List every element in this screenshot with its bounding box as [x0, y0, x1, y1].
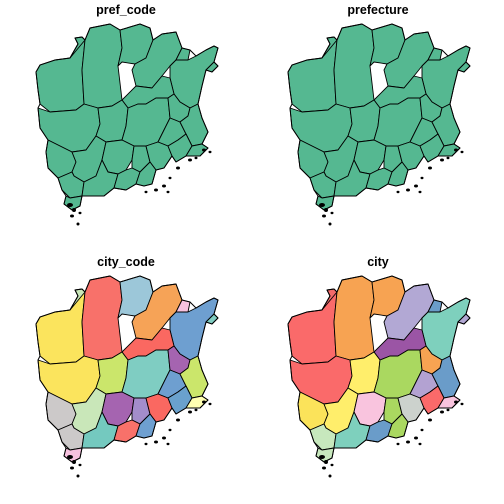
panel-city-code: city_code [0, 252, 252, 504]
island [396, 442, 400, 446]
island [406, 188, 410, 192]
island [72, 460, 76, 464]
map-prefecture [287, 23, 471, 226]
municipality-region [63, 195, 83, 211]
island [70, 466, 74, 470]
municipality-layer [287, 275, 471, 463]
island [460, 402, 464, 406]
map-city-code [35, 275, 219, 478]
island [428, 166, 432, 170]
island [202, 400, 206, 404]
island [67, 455, 73, 459]
island [78, 463, 82, 467]
island [194, 408, 198, 412]
map-pref-code [35, 23, 219, 226]
panel-title: city [367, 255, 389, 269]
island [72, 208, 76, 212]
municipality-region [63, 447, 83, 463]
island [188, 158, 192, 162]
island [414, 184, 418, 188]
prefecture-outline [35, 275, 219, 463]
island [168, 176, 172, 180]
municipality-region [315, 195, 335, 211]
island [162, 184, 166, 188]
island [176, 166, 180, 170]
municipality-layer [35, 275, 219, 463]
island [76, 474, 80, 478]
island [202, 148, 206, 152]
municipality-region [81, 23, 123, 109]
island [166, 442, 170, 446]
island [144, 190, 148, 194]
island [76, 222, 80, 226]
island [166, 190, 170, 194]
island [208, 402, 212, 406]
panel-title: prefecture [347, 3, 409, 17]
island [176, 418, 180, 422]
island [440, 410, 444, 414]
municipality-region [315, 447, 335, 463]
island [168, 428, 172, 432]
panel-city: city [252, 252, 504, 504]
island [460, 150, 464, 154]
island [154, 188, 158, 192]
island [454, 400, 458, 404]
island [162, 436, 166, 440]
municipality-region [333, 275, 375, 361]
island [322, 466, 326, 470]
municipality-region [81, 275, 123, 361]
panel-title: pref_code [96, 3, 156, 17]
island [70, 214, 74, 218]
island [144, 442, 148, 446]
island [319, 455, 325, 459]
map-city [287, 275, 471, 478]
island [418, 442, 422, 446]
island [420, 428, 424, 432]
prefecture-outline [287, 23, 471, 211]
municipality-region [35, 39, 86, 113]
island [328, 474, 332, 478]
panel-pref-code: pref_code [0, 0, 252, 252]
panel-title: city_code [97, 255, 155, 269]
island [154, 440, 158, 444]
island [208, 150, 212, 154]
island [78, 211, 82, 215]
island [446, 156, 450, 160]
island [454, 148, 458, 152]
island [446, 408, 450, 412]
island [328, 222, 332, 226]
municipality-region [35, 291, 86, 365]
island [420, 176, 424, 180]
prefecture-outline [35, 23, 219, 211]
municipality-layer [287, 23, 471, 211]
municipality-layer [35, 23, 219, 211]
island [414, 436, 418, 440]
island [440, 158, 444, 162]
island [188, 410, 192, 414]
prefecture-outline [287, 275, 471, 463]
island [194, 156, 198, 160]
island [428, 418, 432, 422]
municipality-region [287, 39, 338, 113]
island [330, 211, 334, 215]
island [330, 463, 334, 467]
island [406, 440, 410, 444]
island [324, 460, 328, 464]
island [396, 190, 400, 194]
municipality-region [287, 291, 338, 365]
island [319, 203, 325, 207]
municipality-region [333, 23, 375, 109]
island [67, 203, 73, 207]
island [418, 190, 422, 194]
island [322, 214, 326, 218]
panel-prefecture: prefecture [252, 0, 504, 252]
island [324, 208, 328, 212]
